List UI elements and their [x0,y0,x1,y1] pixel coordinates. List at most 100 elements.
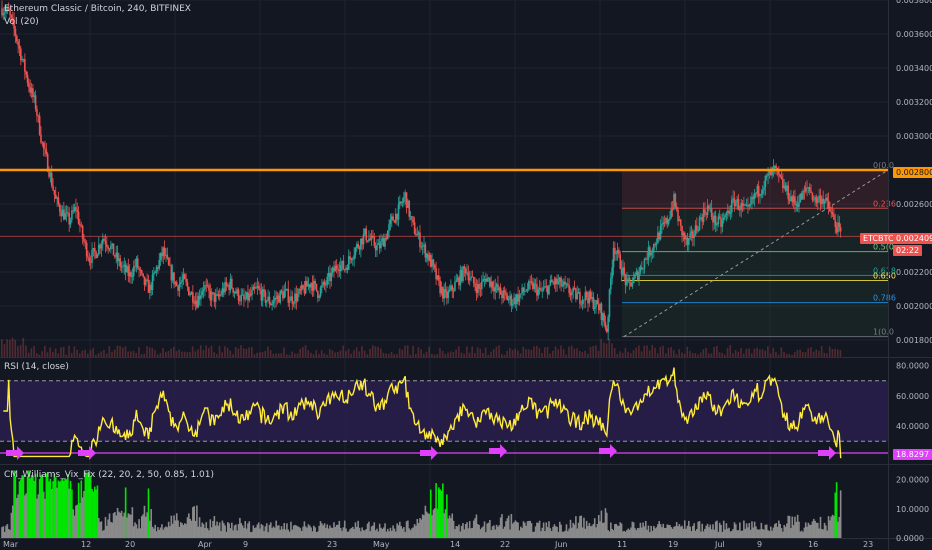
candle-body [670,209,673,218]
candle-body [549,279,552,285]
candle-body [794,196,796,205]
candle-body [170,265,173,281]
candle-body [143,276,146,285]
vix-bar [343,520,346,538]
candle-body [503,290,506,293]
vix-bar [827,516,830,538]
volume-bar [444,353,447,357]
vix-bar [337,524,339,538]
volume-bar [121,347,124,357]
candle-body [804,187,807,192]
candle-body [122,266,124,268]
candle-body [294,293,296,304]
vix-bar [326,524,329,538]
candle-body [378,243,381,249]
candle-body [116,252,119,262]
volume-bar [638,345,640,357]
candle-body [608,289,611,317]
vix-bar [193,506,195,538]
candle-body [532,281,534,289]
volume-bar [815,349,818,357]
candle-body [231,278,233,289]
vix-bar [622,531,624,538]
volume-bar [511,349,514,357]
candle-body [325,284,327,286]
volume-legend: Vol (20) [4,17,39,27]
volume-bar [535,345,538,357]
vix-bar [712,524,714,538]
vix-bar [644,520,647,538]
vix-bar [49,478,52,538]
vix-bar [589,526,592,538]
candle-body [181,279,183,283]
volume-bar [256,352,258,357]
candle-body [396,213,398,220]
volume-bar [350,353,353,357]
candle-body [209,290,212,301]
candle-body [536,284,538,296]
vix-bar [612,530,615,538]
volume-bar [506,350,508,357]
vix-bar [763,529,765,538]
volume-bar [538,348,541,357]
volume-bar [245,348,248,357]
vix-bar [353,528,355,538]
candle-body [83,238,85,242]
vix-bar [440,490,443,538]
vix-bar [249,532,252,538]
candle-body [291,296,294,304]
volume-bar [541,352,543,357]
candle-body [612,247,615,268]
candle-body [694,225,697,236]
candle-body [620,268,623,275]
volume-bar [484,347,487,357]
volume-bar [611,343,613,357]
candle-body [499,287,502,295]
candle-body [533,283,536,289]
candle-body [468,278,471,281]
volume-bar [291,351,293,357]
candle-body [60,211,62,217]
candle-body [111,243,114,246]
vix-bar [264,526,267,538]
volume-bar [726,347,729,357]
vix-bar [421,514,424,538]
vix-bar [506,518,509,538]
vix-bar [65,479,68,538]
vix-bar [276,525,279,538]
vix-bar [817,522,819,538]
candle-body [521,287,523,294]
volume-bar [543,347,546,357]
candle-body [263,289,265,292]
candle-body [155,267,158,272]
volume-bar [447,352,449,357]
vix-bar [593,518,596,538]
candle-body [712,216,714,223]
volume-bar [369,348,371,357]
candle-body [792,196,795,203]
volume-bar [495,346,498,357]
volume-bar [156,354,159,357]
vix-bar [306,527,308,538]
candle-body [49,172,52,177]
candle-body [573,287,576,289]
candle-body [310,283,312,288]
vix-bar [755,526,757,538]
candle-body [225,282,228,286]
candle-body [132,266,135,277]
vix-bar [268,524,271,538]
vix-bar [350,527,353,538]
candle-body [675,206,678,211]
candle-body [3,12,6,14]
vix-bar [274,527,276,538]
candle-body [685,237,687,240]
vix-bar [81,497,84,538]
vix-bar [604,508,607,538]
candle-body [562,281,565,286]
vix-bar [157,527,159,538]
candle-body [623,267,626,275]
vix-bar [115,515,118,538]
candle-body [749,203,752,205]
candle-body [511,304,514,306]
